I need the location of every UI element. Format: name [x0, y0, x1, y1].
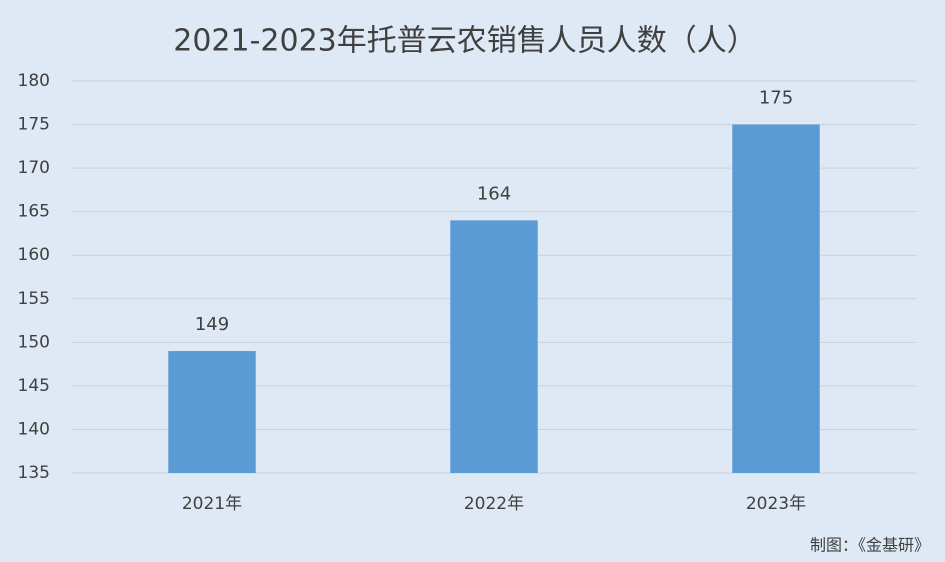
- y-tick-label: 155: [18, 289, 50, 309]
- source-note: 制图：《金基研》: [810, 536, 930, 555]
- chart-title: 2021-2023年托普云农销售人员人数（人）: [173, 24, 757, 59]
- y-tick-label: 165: [18, 202, 50, 222]
- y-tick-label: 135: [18, 463, 50, 483]
- y-tick-label: 140: [18, 419, 50, 439]
- bar: [732, 124, 820, 474]
- y-tick-label: 180: [18, 71, 50, 91]
- y-tick-label: 150: [18, 332, 50, 352]
- x-tick-label: 2022年: [464, 494, 524, 514]
- x-tick-label: 2021年: [182, 494, 242, 514]
- value-label: 149: [195, 314, 229, 335]
- y-tick-label: 160: [18, 245, 50, 265]
- bar: [168, 351, 256, 473]
- value-label: 164: [477, 183, 511, 204]
- x-tick-label: 2023年: [746, 494, 806, 514]
- y-tick-label: 175: [18, 115, 50, 135]
- value-label: 175: [759, 88, 793, 109]
- bar: [450, 220, 538, 473]
- y-tick-label: 145: [18, 376, 50, 396]
- y-tick-label: 170: [18, 158, 50, 178]
